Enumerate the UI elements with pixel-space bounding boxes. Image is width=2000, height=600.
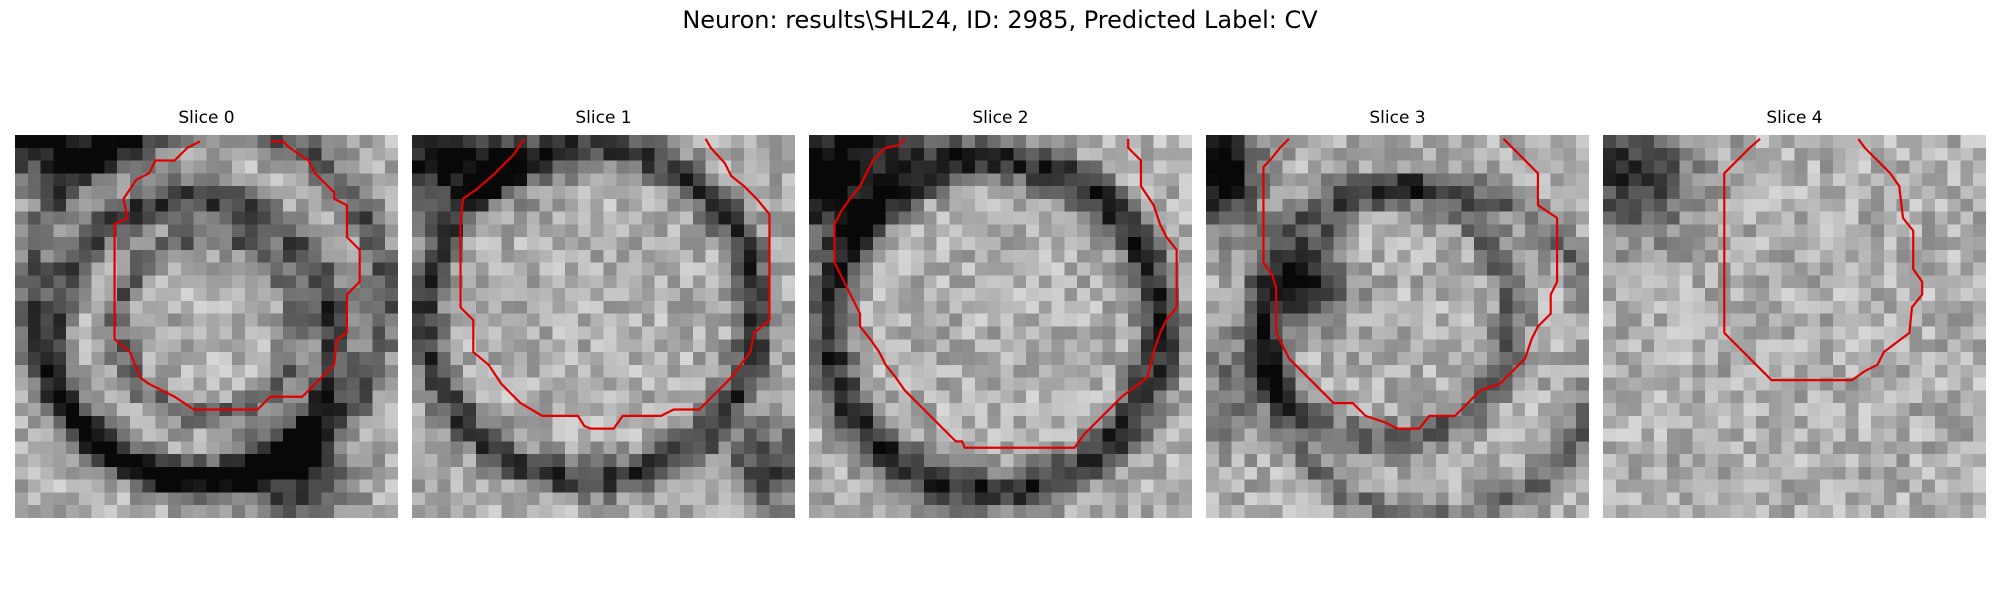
panel-slice-3: Slice 3 [1206, 108, 1589, 518]
panel-slice-1: Slice 1 [412, 108, 795, 518]
segmentation-contour [461, 139, 770, 429]
panel-title: Slice 3 [1369, 108, 1426, 128]
slice-image [809, 135, 1192, 518]
panel-title: Slice 2 [972, 108, 1029, 128]
panel-title: Slice 4 [1766, 108, 1823, 128]
segmentation-contour [1263, 139, 1557, 429]
slice-image [15, 135, 398, 518]
segmentation-contour [115, 141, 360, 409]
segmentation-contour [1724, 139, 1922, 380]
slice-image [1603, 135, 1986, 518]
panel-slice-2: Slice 2 [809, 108, 1192, 518]
panel-slice-4: Slice 4 [1603, 108, 1986, 518]
figure-title: Neuron: results\SHL24, ID: 2985, Predict… [682, 6, 1318, 34]
segmentation-contour [835, 139, 1177, 448]
panel-slice-0: Slice 0 [15, 108, 398, 518]
panel-title: Slice 1 [575, 108, 632, 128]
slice-image [412, 135, 795, 518]
slice-image [1206, 135, 1589, 518]
panel-title: Slice 0 [178, 108, 235, 128]
